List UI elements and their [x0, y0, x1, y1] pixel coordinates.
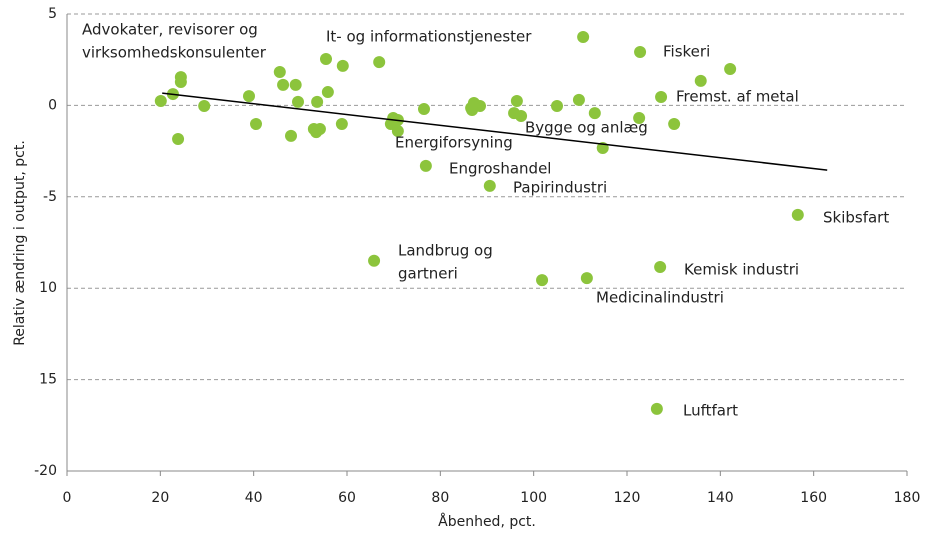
point	[419, 159, 432, 172]
annotation: Energiforsyning	[395, 134, 513, 152]
y-tick-label: 5	[48, 6, 57, 22]
point	[724, 63, 737, 76]
point	[580, 272, 593, 285]
annotation: Fiskeri	[663, 43, 710, 61]
x-tick-label: 0	[63, 490, 72, 506]
point	[654, 260, 667, 273]
annotation: Skibsfart	[823, 209, 889, 227]
point	[292, 95, 304, 108]
x-tick-label: 180	[894, 490, 921, 506]
point	[321, 86, 334, 99]
point	[577, 31, 590, 44]
point	[634, 46, 647, 59]
x-tick-label: 140	[707, 490, 734, 506]
x-tick-label: 100	[520, 490, 547, 506]
point	[174, 76, 187, 89]
point	[536, 274, 549, 287]
point	[198, 99, 211, 112]
point	[368, 254, 381, 267]
point	[668, 118, 681, 131]
y-tick-label: -20	[34, 463, 57, 479]
point	[285, 129, 297, 142]
annotation: Advokater, revisorer og	[82, 21, 258, 39]
point	[273, 65, 286, 78]
annotation: Kemisk industri	[684, 261, 799, 279]
annotation: Fremst. af metal	[676, 88, 799, 106]
y-tick-label: -5	[43, 189, 57, 205]
point	[277, 78, 290, 91]
annotation: Luftfart	[683, 402, 738, 420]
point	[551, 99, 563, 112]
point	[154, 95, 167, 108]
point	[515, 110, 528, 123]
x-axis-label: Åbenhed, pct.	[438, 513, 536, 530]
annotation: Engroshandel	[449, 160, 551, 178]
y-tick-label: 10	[39, 280, 57, 296]
point	[243, 90, 255, 103]
point	[572, 93, 585, 106]
point	[289, 78, 302, 91]
point	[311, 95, 324, 108]
point	[633, 112, 646, 125]
trendline	[162, 92, 828, 171]
point	[373, 56, 386, 69]
point	[650, 402, 663, 415]
point	[510, 95, 523, 108]
annotation: Landbrug og	[398, 242, 493, 260]
annotation: virksomhedskonsulenter	[82, 44, 267, 62]
point	[313, 122, 326, 135]
annotation: Papirindustri	[513, 179, 607, 197]
annotation: It- og informationstjenester	[326, 28, 532, 46]
point	[694, 74, 707, 87]
point	[588, 107, 601, 120]
y-axis-label: Relativ ændring i output, pct.	[12, 140, 28, 346]
x-tick-label: 80	[431, 490, 449, 506]
x-tick-label: 160	[800, 490, 827, 506]
x-tick-label: 120	[614, 490, 641, 506]
point	[418, 103, 430, 116]
y-tick-label: 15	[39, 372, 57, 388]
point	[250, 118, 262, 131]
point	[391, 124, 404, 137]
point	[336, 59, 349, 72]
point	[483, 179, 496, 192]
point	[655, 90, 668, 103]
point	[320, 52, 332, 65]
point	[791, 208, 804, 221]
x-tick-label: 40	[245, 490, 263, 506]
x-tick-label: 60	[338, 490, 356, 506]
y-tick-label: 0	[48, 97, 57, 113]
point	[466, 103, 479, 116]
annotation: Medicinalindustri	[596, 289, 724, 307]
point	[335, 118, 348, 131]
annotation: gartneri	[398, 265, 458, 283]
annotation: Bygge og anlæg	[525, 119, 648, 137]
x-tick-label: 20	[151, 490, 169, 506]
point	[172, 133, 185, 146]
